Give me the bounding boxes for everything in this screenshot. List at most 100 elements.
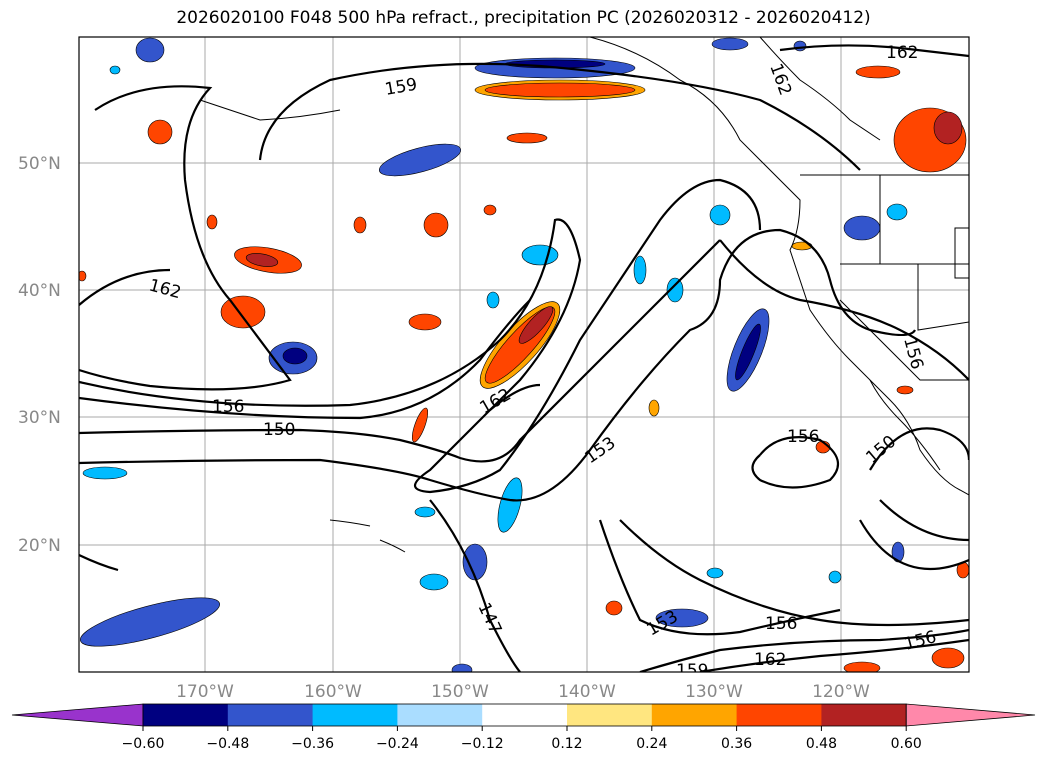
precip-blob (147, 119, 173, 145)
colorbar-tick-label: 0.60 (891, 736, 922, 752)
lat-label: 50°N (18, 154, 61, 174)
precip-blob (206, 214, 218, 230)
precip-blob (843, 215, 881, 241)
precip-blob (735, 323, 761, 381)
colorbar-segment (736, 704, 822, 726)
precip-blob (109, 65, 121, 75)
precip-blob (633, 255, 647, 285)
contour-156-east (751, 436, 840, 489)
contour-156-south (619, 519, 969, 627)
precip-blob (419, 573, 449, 591)
map-title: 2026020100 F048 500 hPa refract., precip… (176, 8, 871, 28)
precip-blob (896, 385, 914, 395)
precip-blob (462, 543, 488, 581)
contour-159-west (79, 554, 119, 572)
precip-blob (648, 399, 660, 417)
precip-blob (828, 570, 842, 584)
precip-blob (886, 203, 908, 221)
colorbar-segment (567, 704, 653, 726)
precip-blob (655, 608, 709, 628)
contour-150-east (869, 427, 969, 471)
contour-label: 159 (676, 661, 708, 681)
precip-blob (521, 244, 559, 266)
colorbar-tick-label: −0.48 (206, 736, 249, 752)
precip-blob (80, 597, 220, 647)
precip-blob (933, 111, 963, 145)
precip-blob (379, 143, 461, 177)
precip-blob (414, 506, 436, 518)
contour-162-south (699, 638, 969, 672)
contour-153 (79, 299, 531, 420)
colorbar-tick-label: 0.12 (551, 736, 582, 752)
precip-blob (843, 661, 881, 672)
contour-162-nw (79, 268, 171, 306)
precip-blob (605, 600, 623, 616)
precip-blob (709, 204, 731, 226)
lon-label: 140°W (558, 682, 616, 702)
precip-blob (483, 204, 497, 216)
precip-blob (855, 65, 901, 79)
contour-162-west (79, 85, 292, 391)
contour-150 (79, 239, 721, 463)
contour-label: 156 (787, 427, 819, 447)
precip-blob (506, 132, 548, 144)
colorbar-segment (143, 704, 229, 726)
colorbar-tick-label: −0.60 (122, 736, 165, 752)
colorbar-extend-min (11, 703, 144, 727)
precip-blob (408, 313, 442, 331)
precip-blob (353, 216, 367, 234)
coastline (199, 37, 969, 553)
precip-blob (451, 663, 473, 672)
colorbar (11, 703, 1036, 727)
colorbar-segment (651, 704, 738, 726)
precip-negative-areas (80, 37, 908, 672)
colorbar-extend-max (905, 703, 1036, 727)
precip-blob (411, 407, 429, 443)
lat-label: 30°N (18, 408, 61, 428)
precip-blob (931, 647, 965, 669)
contour-156-far-east (859, 519, 969, 570)
contour-153-south (598, 519, 841, 636)
contour-east-west-upper (719, 239, 969, 381)
precip-blob (282, 347, 308, 365)
contour-label: 162 (886, 43, 918, 63)
colorbar-border (142, 703, 907, 727)
precip-blob (518, 306, 554, 344)
precip-blob (135, 37, 165, 63)
precip-blob (793, 40, 807, 52)
precip-blob (497, 477, 523, 533)
precip-blob (706, 567, 724, 579)
lon-label: 150°W (431, 682, 489, 702)
colorbar-tick-label: 0.48 (806, 736, 837, 752)
precip-blob (220, 295, 266, 329)
lon-label: 160°W (304, 682, 362, 702)
contour-156 (79, 178, 762, 494)
contour-label: 156 (765, 614, 797, 634)
colorbar-segment (821, 704, 907, 726)
contour-label: 156 (212, 397, 244, 417)
colorbar-tick-label: −0.12 (461, 736, 504, 752)
contour-162-center (489, 383, 541, 411)
colorbar-segment (227, 704, 314, 726)
colorbar-tick-label: 0.24 (636, 736, 667, 752)
colorbar-tick-label: −0.24 (376, 736, 419, 752)
colorbar-segment (482, 704, 568, 726)
colorbar-ticks: −0.60 −0.48 −0.36 −0.24 −0.12 0.12 0.24 0.36 0.4… (122, 726, 922, 752)
contour-147 (429, 499, 521, 672)
precip-blob (484, 82, 636, 98)
contour-162-ne (779, 44, 969, 58)
precip-blob (666, 277, 684, 303)
precip-blob (82, 466, 128, 480)
precip-blob (245, 253, 279, 267)
contour-159-north (258, 62, 861, 171)
precip-blob (711, 37, 749, 51)
refractivity-contours (79, 44, 969, 672)
contour-150-far-east (879, 499, 969, 542)
contour-label: 150 (263, 420, 295, 440)
contour-159-south (639, 628, 969, 672)
colorbar-tick-label: 0.36 (721, 736, 752, 752)
lat-label: 40°N (18, 281, 61, 301)
colorbar-segment (312, 704, 398, 726)
map-frame (78, 36, 970, 673)
